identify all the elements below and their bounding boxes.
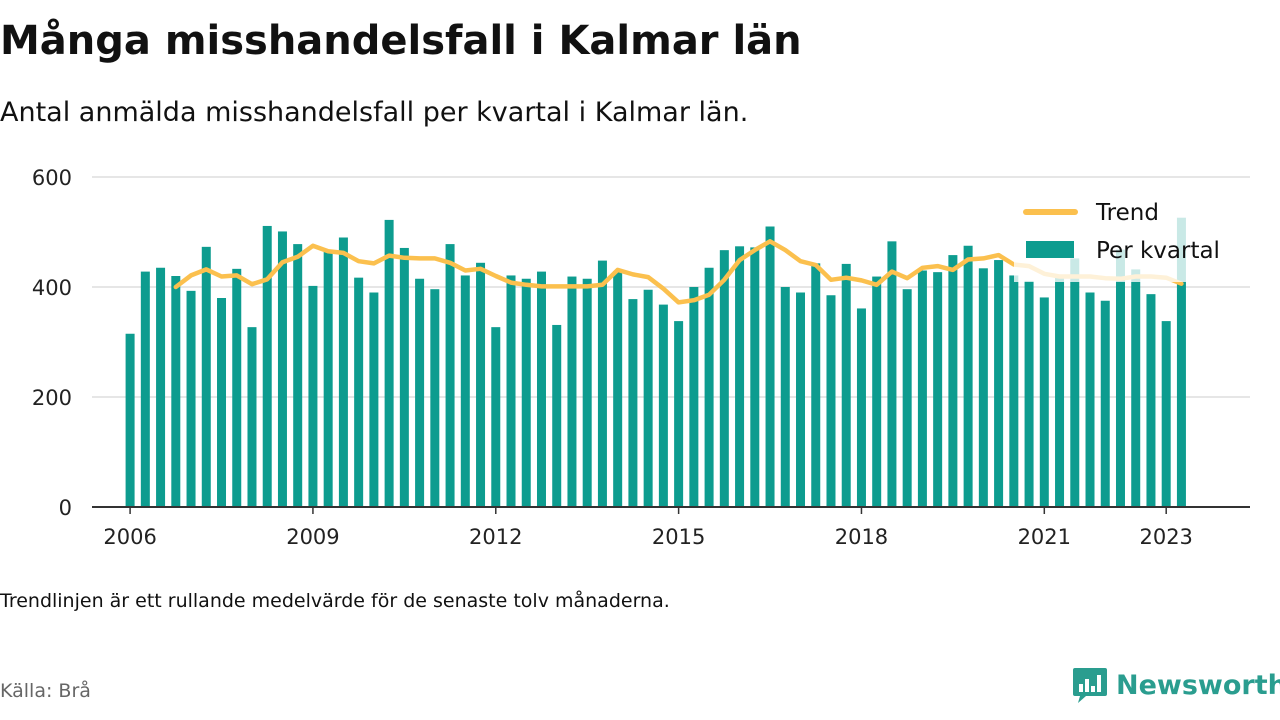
bar xyxy=(765,226,775,507)
bar xyxy=(658,304,668,507)
source-label: Källa: Brå xyxy=(0,680,91,702)
bar xyxy=(872,276,882,507)
bar xyxy=(536,271,546,507)
bar xyxy=(1055,276,1065,507)
bar xyxy=(217,298,227,507)
bar xyxy=(476,262,486,507)
x-tick-label: 2023 xyxy=(1139,525,1192,549)
bar xyxy=(1009,275,1019,507)
bar xyxy=(597,260,607,507)
trend-line xyxy=(173,239,1184,305)
bar xyxy=(856,308,866,507)
bar xyxy=(1070,258,1080,507)
axes: 0 200 400 600 2006 2009 2012 2015 2018 2021 2023 xyxy=(32,166,1250,549)
legend-background xyxy=(1014,192,1248,282)
bar-line-chart: 0 200 400 600 2006 2009 2012 2015 2018 2021 2023 T… xyxy=(32,166,1250,549)
bar-series-per-kvartal xyxy=(125,217,1186,508)
bar xyxy=(643,289,653,507)
bar xyxy=(811,263,821,507)
x-tick-label: 2021 xyxy=(1018,525,1071,549)
y-tick-label: 400 xyxy=(32,276,72,300)
bar xyxy=(201,246,211,507)
bar xyxy=(917,270,927,507)
bar xyxy=(963,245,973,507)
bar xyxy=(1146,294,1156,507)
bar xyxy=(902,289,912,507)
bar xyxy=(1115,249,1125,507)
bar xyxy=(704,267,714,507)
bar xyxy=(1085,292,1095,507)
legend-bar-label: Per kvartal xyxy=(1096,238,1220,264)
legend-bar-swatch xyxy=(1026,241,1074,258)
bar xyxy=(750,247,760,507)
bar xyxy=(521,278,531,507)
bar xyxy=(384,219,394,507)
x-tick-label: 2018 xyxy=(835,525,888,549)
brand-logo: Newsworthy xyxy=(1072,666,1280,704)
bar xyxy=(445,244,455,507)
bar xyxy=(1176,217,1186,507)
bar xyxy=(689,287,699,507)
bar xyxy=(232,268,242,507)
newsworthy-logo-icon xyxy=(1073,668,1107,703)
y-tick-label: 200 xyxy=(32,386,72,410)
bar xyxy=(735,246,745,508)
bar xyxy=(430,289,440,507)
bar xyxy=(1039,297,1049,507)
chart-subtitle: Antal anmälda misshandelsfall per kvarta… xyxy=(0,97,749,128)
x-tick-label: 2009 xyxy=(286,525,339,549)
bar xyxy=(1024,280,1034,507)
bar xyxy=(719,250,729,507)
x-tick-label: 2006 xyxy=(103,525,156,549)
bar xyxy=(628,299,638,507)
bar xyxy=(323,250,333,507)
x-tick-label: 2012 xyxy=(469,525,522,549)
x-tick-label: 2015 xyxy=(652,525,705,549)
bar xyxy=(826,295,836,507)
bar xyxy=(1131,269,1141,507)
bar xyxy=(338,237,348,507)
y-tick-label: 0 xyxy=(59,496,72,520)
bar xyxy=(460,275,470,507)
bar xyxy=(948,255,958,507)
bar xyxy=(415,278,425,507)
bar xyxy=(293,244,303,507)
bar xyxy=(171,276,181,507)
chart-title: Många misshandelsfall i Kalmar län xyxy=(0,18,802,64)
bar xyxy=(613,271,623,507)
bar xyxy=(780,287,790,507)
footnote: Trendlinjen är ett rullande medelvärde f… xyxy=(0,590,670,612)
bar xyxy=(796,292,806,507)
bar xyxy=(140,271,150,507)
bar xyxy=(978,268,988,507)
bar xyxy=(354,277,364,507)
bar xyxy=(1161,321,1171,507)
bar xyxy=(156,267,166,507)
bar xyxy=(308,285,318,507)
bar xyxy=(369,292,379,507)
bar xyxy=(399,247,409,507)
bar xyxy=(887,241,897,507)
y-tick-label: 600 xyxy=(32,166,72,190)
bar xyxy=(277,231,287,507)
bar xyxy=(1100,300,1110,507)
bar xyxy=(506,275,516,507)
bar xyxy=(841,263,851,507)
bar xyxy=(567,276,577,507)
bar xyxy=(552,324,562,507)
line-series-trend xyxy=(173,239,1184,305)
bar xyxy=(994,260,1004,507)
brand-name: Newsworthy xyxy=(1116,669,1280,701)
bar xyxy=(125,333,135,507)
bar xyxy=(582,278,592,507)
bar xyxy=(186,290,196,507)
legend-trend-label: Trend xyxy=(1095,200,1159,226)
bar xyxy=(247,327,257,507)
bar xyxy=(933,272,943,507)
bar xyxy=(262,225,272,507)
legend: Trend Per kvartal xyxy=(1014,192,1248,282)
bar xyxy=(674,321,684,507)
bar xyxy=(491,327,501,507)
